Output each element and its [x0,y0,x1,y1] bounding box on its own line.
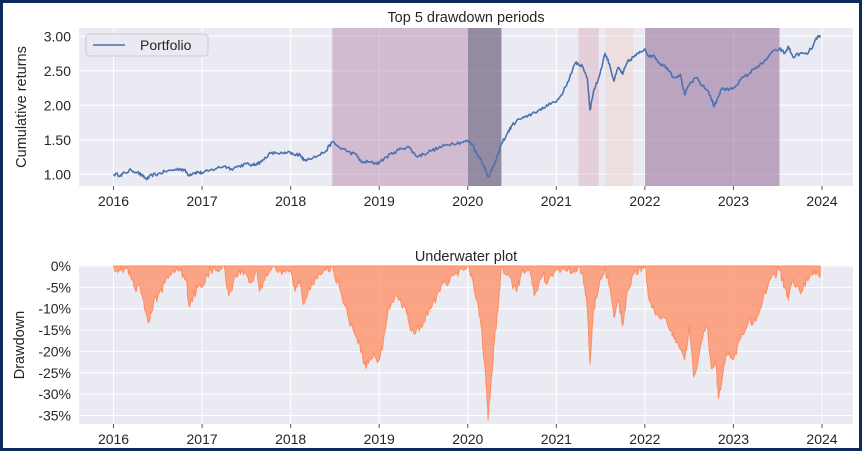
x-tick-label: 2022 [629,431,660,447]
drawdown-period-shade [467,28,502,186]
y-tick-label: -5% [46,279,71,295]
y-tick-label: 0% [51,258,71,274]
y-tick-label: 1.50 [44,132,71,148]
x-tick-label: 2016 [98,193,129,209]
y-tick-label: -25% [38,365,71,381]
y-axis-label-bottom: Drawdown [12,311,28,380]
y-tick-label: -30% [38,386,71,402]
x-tick-label: 2021 [541,193,572,209]
portfolio-line [112,35,821,181]
y-tick-label: 2.50 [44,63,71,79]
y-tick-label: -20% [38,343,71,359]
drawdown-period-shade [644,28,780,186]
x-tick-label: 2023 [718,193,749,209]
drawdown-period-shade [578,28,599,186]
y-tick-label: 2.00 [44,97,71,113]
chart-title-bottom: Underwater plot [415,249,517,265]
x-tick-label: 2019 [364,193,395,209]
x-tick-label: 2024 [806,431,837,447]
x-tick-label: 2016 [98,431,129,447]
cumulative-returns-chart: 1.00 1.50 2.00 2.50 3.00 2016 2017 2018 2019 202… [14,10,853,209]
y-tick-label: -15% [38,322,71,338]
x-tick-label: 2023 [718,431,749,447]
y-ticks-bottom: 0% -5% -10% -15% -20% -25% -30% -35% [38,258,71,423]
y-ticks-top: 1.00 1.50 2.00 2.50 3.00 [44,28,71,182]
legend-label-portfolio: Portfolio [140,37,192,53]
x-tick-label: 2024 [806,193,837,209]
x-tick-label: 2020 [452,431,483,447]
drawdown-period-shade [605,28,634,186]
legend-box [85,33,209,57]
drawdown-period-shade [332,28,468,186]
x-tick-label: 2017 [187,193,218,209]
legend: Portfolio [85,33,209,57]
x-tick-label: 2018 [275,431,306,447]
chart-title-top: Top 5 drawdown periods [387,10,544,26]
x-tick-label: 2020 [452,193,483,209]
drawdown-period-shades [332,28,780,186]
x-tick-label: 2018 [275,193,306,209]
drawdown-area [113,265,821,421]
underwater-chart: 0%-5%-10%-15%-20%-25%-30%-35% 2016 2017 20… [12,249,853,447]
y-tick-label: -10% [38,301,71,317]
y-tick-label: 3.00 [44,28,71,44]
x-ticks-top: 2016 2017 2018 2019 2020 2021 2022 2023 2024 [98,186,838,209]
x-ticks-bottom: 2016 2017 2018 2019 2020 2021 2022 2023 2024 [98,424,838,447]
x-tick-label: 2021 [541,431,572,447]
x-tick-label: 2019 [364,431,395,447]
y-axis-label-top: Cumulative returns [14,46,30,168]
y-tick-label: 1.00 [44,166,71,182]
x-tick-label: 2017 [187,431,218,447]
x-tick-label: 2022 [629,193,660,209]
y-tick-label: -35% [38,407,71,423]
